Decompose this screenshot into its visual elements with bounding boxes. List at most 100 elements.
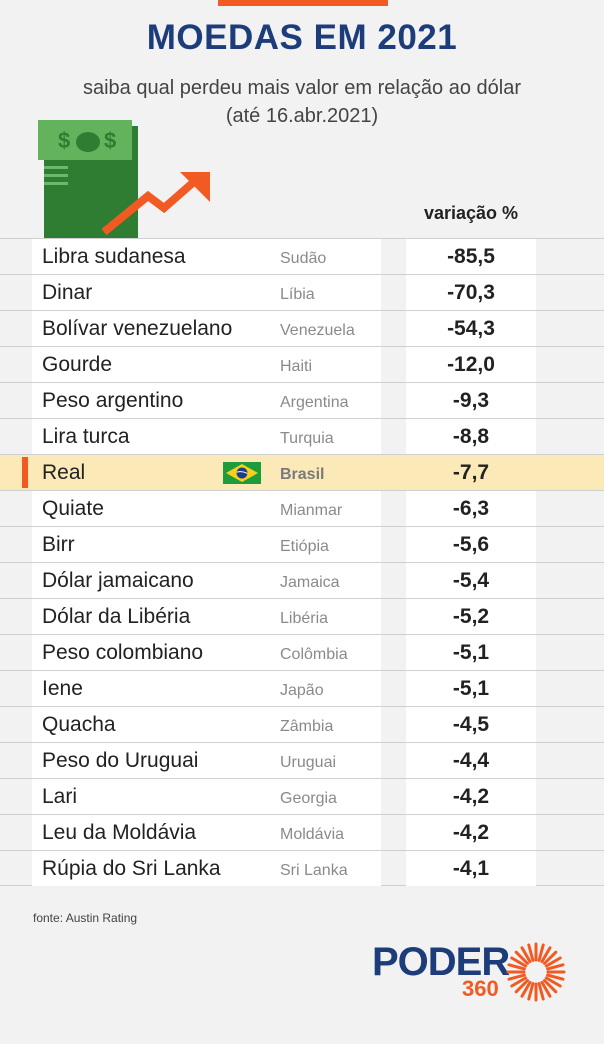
variation-value: -5,2 bbox=[452, 605, 490, 628]
row-background bbox=[32, 383, 381, 418]
row-background bbox=[32, 707, 381, 742]
country-name: Sudão bbox=[280, 250, 327, 267]
country-name: Venezuela bbox=[280, 322, 355, 339]
table-row: Peso do Uruguai Uruguai -4,4 bbox=[0, 742, 604, 778]
table-row: Gourde Haiti -12,0 bbox=[0, 346, 604, 382]
country-name: Zâmbia bbox=[280, 718, 334, 735]
country-name: Georgia bbox=[280, 790, 337, 807]
row-background bbox=[32, 239, 381, 274]
value-background bbox=[406, 635, 536, 670]
variation-value: -8,8 bbox=[452, 425, 490, 448]
country-name: Brasil bbox=[280, 466, 325, 483]
variation-value: -5,4 bbox=[452, 569, 490, 592]
row-background bbox=[32, 527, 381, 562]
currency-name: Lira turca bbox=[42, 425, 130, 448]
logo-number: 360 bbox=[462, 976, 499, 1001]
country-name: Sri Lanka bbox=[280, 862, 348, 879]
value-background bbox=[406, 383, 536, 418]
currency-name: Peso colombiano bbox=[42, 641, 204, 664]
source-note: fonte: Austin Rating bbox=[33, 911, 138, 925]
poder360-logo: PODER 360 bbox=[370, 938, 570, 1002]
currency-name: Gourde bbox=[42, 353, 113, 376]
variation-value: -4,1 bbox=[452, 857, 490, 880]
sunburst-icon bbox=[506, 942, 566, 1002]
value-background bbox=[406, 527, 536, 562]
currency-name: Dólar da Libéria bbox=[42, 605, 191, 628]
value-background bbox=[406, 851, 536, 886]
country-name: Argentina bbox=[280, 394, 349, 411]
currency-name: Peso argentino bbox=[42, 389, 184, 412]
row-background bbox=[32, 851, 381, 886]
logo-wordmark: PODER bbox=[372, 940, 510, 984]
table-row: Birr Etiópia -5,6 bbox=[0, 526, 604, 562]
currency-name: Libra sudanesa bbox=[42, 245, 186, 268]
currency-name: Real bbox=[42, 461, 86, 484]
table-row: Dólar jamaicano Jamaica -5,4 bbox=[0, 562, 604, 598]
svg-text:$: $ bbox=[104, 128, 116, 153]
currency-name: Iene bbox=[42, 677, 83, 700]
variation-value: -5,1 bbox=[452, 677, 490, 700]
table-row: Bolívar venezuelano Venezuela -54,3 bbox=[0, 310, 604, 346]
country-name: Mianmar bbox=[280, 502, 343, 519]
country-name: Jamaica bbox=[280, 574, 340, 591]
currency-name: Dólar jamaicano bbox=[42, 569, 194, 592]
country-name: Etiópia bbox=[280, 538, 329, 555]
value-background bbox=[406, 671, 536, 706]
value-background bbox=[406, 599, 536, 634]
value-background bbox=[406, 239, 536, 274]
money-bill-rising-arrow-icon: $ $ bbox=[38, 120, 210, 238]
value-background bbox=[406, 419, 536, 454]
value-background bbox=[406, 815, 536, 850]
chart-title: MOEDAS EM 2021 bbox=[146, 18, 458, 57]
currency-name: Lari bbox=[42, 785, 78, 808]
table-row: Dólar da Libéria Libéria -5,2 bbox=[0, 598, 604, 634]
row-background bbox=[32, 347, 381, 382]
row-background bbox=[32, 779, 381, 814]
table-row: Real Brasil -7,7 bbox=[0, 454, 604, 490]
country-name: Líbia bbox=[280, 286, 315, 303]
country-name: Moldávia bbox=[280, 826, 345, 843]
currency-name: Leu da Moldávia bbox=[42, 821, 197, 844]
variation-value: -5,6 bbox=[452, 533, 490, 556]
currency-name: Quiate bbox=[42, 497, 104, 520]
table-row: Peso argentino Argentina -9,3 bbox=[0, 382, 604, 418]
variation-value: -6,3 bbox=[452, 497, 490, 520]
value-background bbox=[406, 347, 536, 382]
currency-name: Birr bbox=[42, 533, 75, 556]
row-background bbox=[32, 635, 381, 670]
variation-value: -7,7 bbox=[452, 461, 490, 484]
chart-subtitle: saiba qual perdeu mais valor em relação … bbox=[82, 77, 522, 99]
currency-name: Quacha bbox=[42, 713, 116, 736]
row-background bbox=[32, 815, 381, 850]
currency-name: Dinar bbox=[42, 281, 93, 304]
value-background bbox=[406, 311, 536, 346]
country-name: Turquia bbox=[280, 430, 334, 447]
currency-name: Peso do Uruguai bbox=[42, 749, 199, 772]
value-background bbox=[406, 563, 536, 598]
value-background bbox=[406, 779, 536, 814]
table-row: Leu da Moldávia Moldávia -4,2 bbox=[0, 814, 604, 850]
currency-table: Libra sudanesa Sudão -85,5 Dinar Líbia -70,3 B… bbox=[0, 238, 604, 886]
chart-date: (até 16.abr.2021) bbox=[225, 105, 379, 127]
currency-name: Rúpia do Sri Lanka bbox=[42, 857, 221, 880]
highlight-marker bbox=[22, 457, 28, 488]
table-row: Libra sudanesa Sudão -85,5 bbox=[0, 238, 604, 274]
variation-value: -85,5 bbox=[447, 245, 495, 268]
variation-value: -54,3 bbox=[447, 317, 495, 340]
table-row: Lira turca Turquia -8,8 bbox=[0, 418, 604, 454]
row-background bbox=[32, 599, 381, 634]
variation-value: -5,1 bbox=[452, 641, 490, 664]
value-background bbox=[406, 491, 536, 526]
row-background bbox=[32, 563, 381, 598]
value-background bbox=[406, 707, 536, 742]
table-row: Dinar Líbia -70,3 bbox=[0, 274, 604, 310]
variation-value: -12,0 bbox=[447, 353, 495, 376]
table-row: Peso colombiano Colômbia -5,1 bbox=[0, 634, 604, 670]
table-row: Lari Georgia -4,2 bbox=[0, 778, 604, 814]
variation-value: -4,2 bbox=[452, 821, 490, 844]
table-row: Quiate Mianmar -6,3 bbox=[0, 490, 604, 526]
variation-value: -9,3 bbox=[452, 389, 490, 412]
currency-name: Bolívar venezuelano bbox=[42, 317, 233, 340]
row-background bbox=[32, 671, 381, 706]
table-row: Quacha Zâmbia -4,5 bbox=[0, 706, 604, 742]
